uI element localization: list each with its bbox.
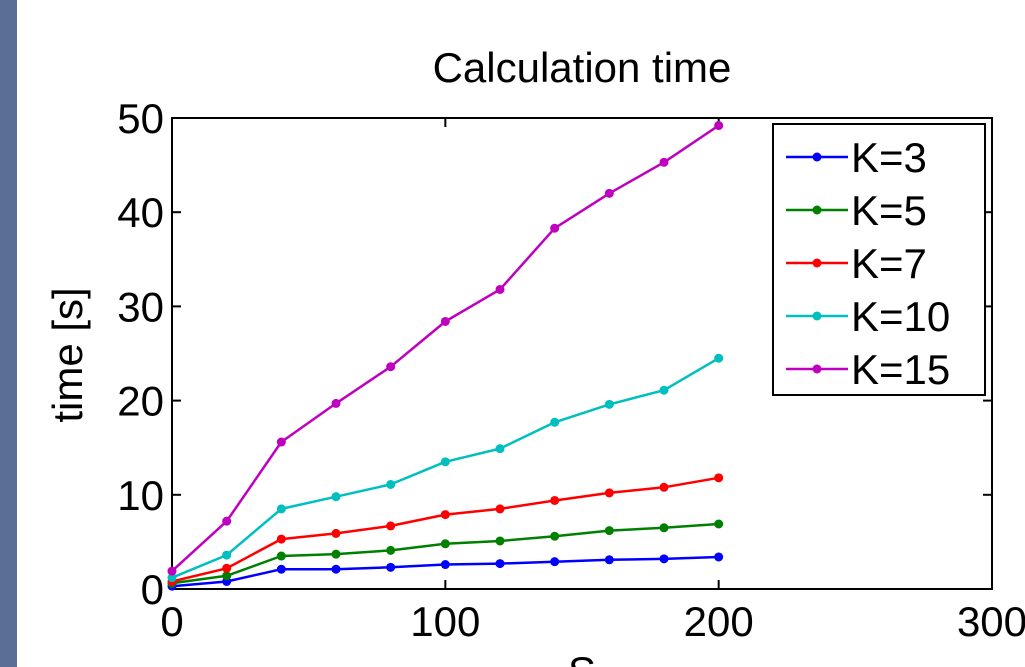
data-point [714,121,724,131]
data-point [659,157,669,167]
data-point [331,492,341,502]
data-point [714,552,724,562]
chart-title: Calculation time [433,44,732,91]
plot-area-series [167,121,724,591]
data-point [495,559,505,569]
data-point [222,550,232,560]
data-point [440,560,450,570]
legend-label: K=3 [851,134,927,181]
window-side-bar [0,0,17,667]
data-point [331,528,341,538]
data-point [550,557,560,567]
data-point [495,536,505,546]
data-point [386,545,396,555]
legend-marker [812,205,822,215]
series-k-3 [167,552,724,591]
legend-label: K=5 [851,187,927,234]
data-point [440,510,450,520]
data-point [604,488,614,498]
data-point [550,495,560,505]
data-point [440,457,450,467]
data-point [276,437,286,447]
data-point [495,284,505,294]
data-point [276,534,286,544]
data-point [550,223,560,233]
data-point [604,526,614,536]
data-point [386,562,396,572]
data-point [276,551,286,561]
data-point [386,521,396,531]
legend-marker [812,258,822,268]
x-tick-label: 300 [957,598,1025,645]
y-tick-label: 0 [141,566,164,613]
y-tick-label: 10 [117,472,164,519]
series-k-10 [167,353,724,583]
legend-box [772,123,986,396]
x-axis-label: S [568,648,596,667]
x-tick-label: 100 [410,598,480,645]
data-point [440,316,450,326]
series-line [171,124,720,573]
y-tick-label: 20 [117,378,164,425]
data-point [167,566,177,576]
data-point [495,504,505,514]
data-point [167,573,177,583]
y-tick-label: 40 [117,189,164,236]
x-tick-label: 200 [684,598,754,645]
data-point [550,531,560,541]
y-tick-label: 30 [117,283,164,330]
series-k-15 [167,121,724,576]
data-point [659,385,669,395]
data-point [331,549,341,559]
data-point [440,539,450,549]
y-axis-label: time [s] [44,287,91,422]
data-point [276,504,286,514]
data-point [276,564,286,574]
data-point [659,523,669,533]
data-point [550,417,560,427]
data-point [659,554,669,564]
data-point [386,479,396,489]
axes-box [171,117,993,590]
legend-marker [812,311,822,321]
legend: K=3 K=5 K=7 K=10 K=15 [772,123,986,396]
data-point [659,482,669,492]
series-k-5 [167,519,724,588]
data-point [222,571,232,581]
legend-label: K=15 [851,346,950,393]
data-point [714,519,724,529]
data-point [604,399,614,409]
data-point [714,473,724,483]
legend-marker [812,364,822,374]
legend-label: K=7 [851,240,927,287]
x-tick-label: 0 [160,598,183,645]
data-point [222,516,232,526]
data-point [604,555,614,565]
legend-marker [812,152,822,162]
legend-label: K=10 [851,293,950,340]
series-k-7 [167,473,724,586]
y-tick-label: 50 [117,95,164,142]
data-point [714,353,724,363]
axes: 0 100 200 300 0 10 20 30 40 50 [117,95,1025,645]
data-point [386,362,396,372]
data-point [331,398,341,408]
data-point [604,188,614,198]
data-point [495,444,505,454]
data-point [331,564,341,574]
data-point [222,563,232,573]
